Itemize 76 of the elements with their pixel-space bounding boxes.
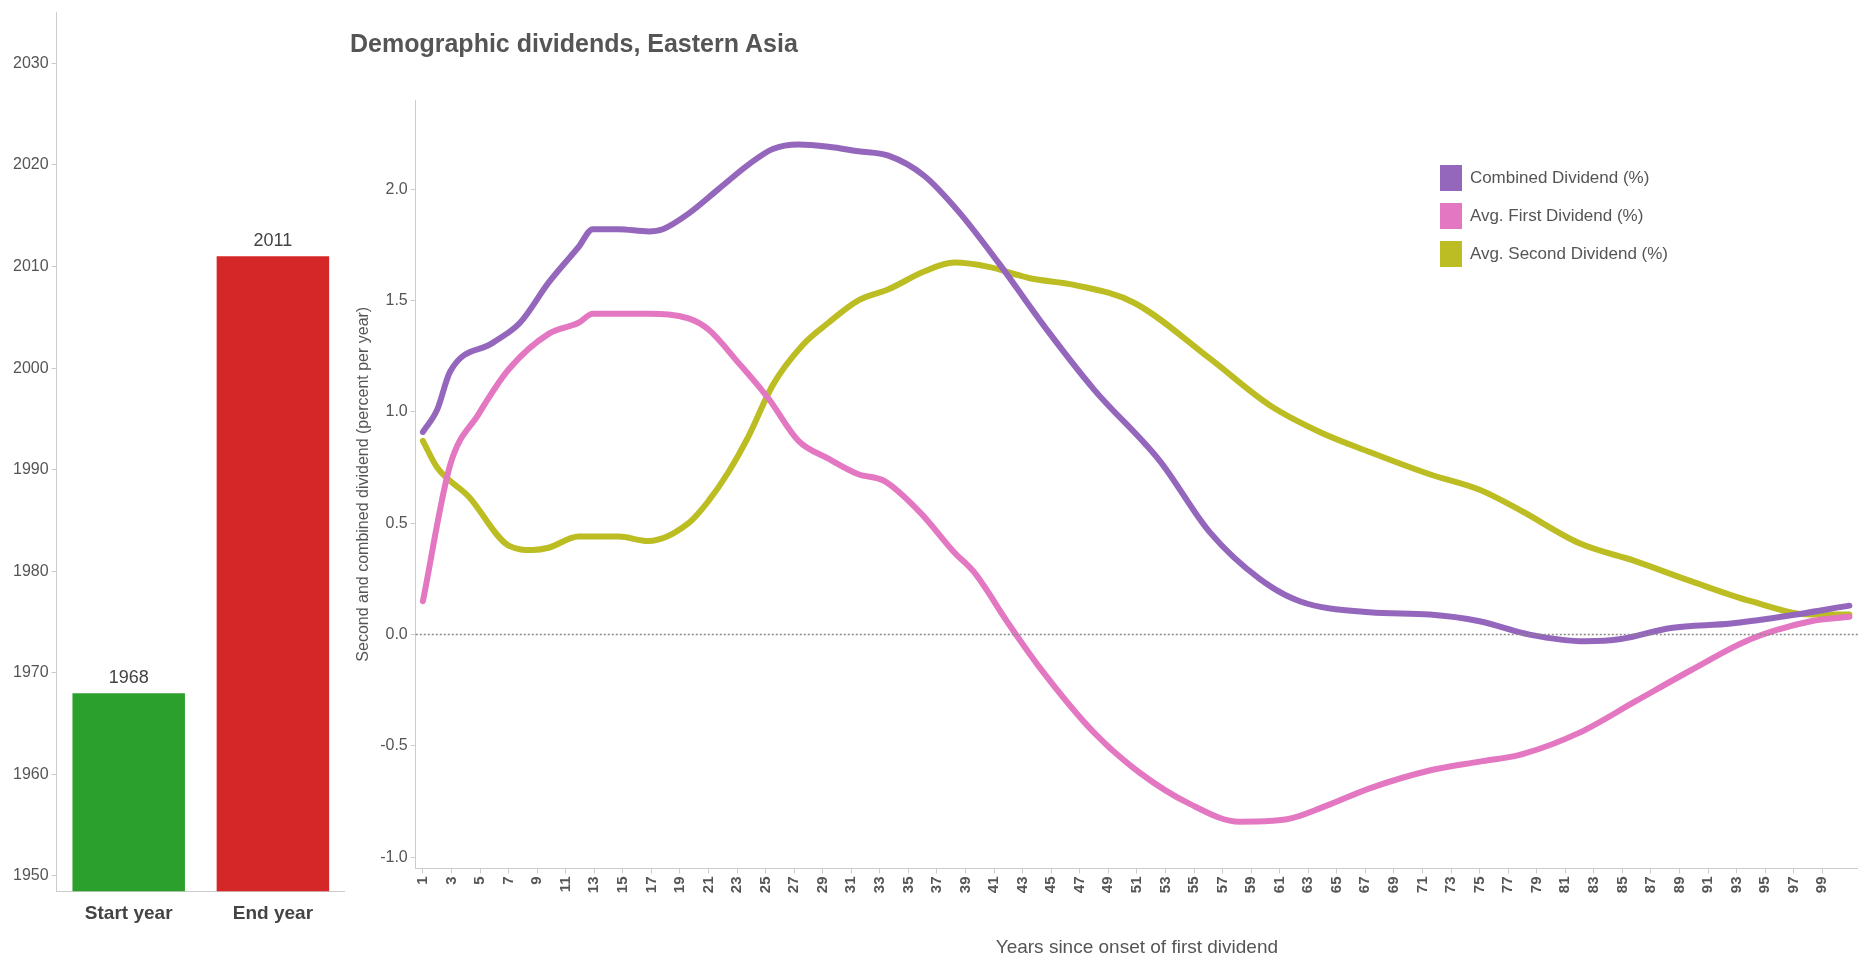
data-label: 2011 — [253, 230, 293, 251]
x-tick-label: 59 — [1241, 876, 1259, 894]
x-tick-label: Start year — [84, 901, 174, 923]
x-tick-label: 25 — [755, 876, 773, 894]
x-tick-label: 81 — [1555, 876, 1573, 894]
x-tick-label: 43 — [1012, 876, 1030, 894]
x-tick-label: 23 — [727, 876, 745, 894]
x-axis-title: Years since onset of first dividend — [995, 935, 1279, 957]
x-tick-label: 45 — [1041, 876, 1059, 894]
x-tick-label: 37 — [927, 876, 945, 894]
y-tick-label: 1970 — [13, 663, 49, 681]
x-tick-label: 11 — [555, 876, 573, 893]
y-tick-label: 1980 — [13, 561, 49, 579]
x-tick-label: 77 — [1498, 876, 1516, 894]
legend-label: Avg. First Dividend (%) — [1469, 206, 1644, 226]
x-tick-label: 61 — [1269, 876, 1287, 894]
chart-title: Demographic dividends, Eastern Asia — [350, 28, 799, 57]
x-tick-label: 85 — [1612, 876, 1630, 894]
x-tick-label: 57 — [1212, 876, 1230, 894]
x-tick-label: 69 — [1384, 876, 1402, 894]
x-tick-label: End year — [232, 901, 314, 923]
x-tick-label: 5 — [470, 876, 488, 885]
x-tick-label: 31 — [841, 876, 859, 894]
x-tick-label: 83 — [1583, 876, 1601, 894]
data-label: 1968 — [108, 667, 149, 688]
x-tick-label: 47 — [1069, 876, 1087, 894]
x-tick-label: 19 — [670, 876, 688, 894]
x-tick-label: 75 — [1469, 876, 1487, 894]
x-tick-label: 41 — [984, 876, 1002, 894]
x-tick-label: 55 — [1184, 876, 1202, 894]
y-axis-title: Second and combined dividend (percent per year) — [354, 306, 372, 662]
y-tick-label: 1.5 — [385, 290, 408, 308]
y-tick-label: 2010 — [13, 256, 49, 274]
x-tick-label: 21 — [698, 876, 716, 894]
x-tick-label: 97 — [1783, 876, 1801, 894]
x-tick-label: 49 — [1098, 876, 1116, 894]
x-tick-label: 91 — [1698, 876, 1716, 894]
x-tick-label: 33 — [869, 876, 887, 894]
legend-label: Combined Dividend (%) — [1469, 168, 1650, 188]
x-tick-label: 87 — [1641, 876, 1659, 894]
y-tick-label: 1.0 — [385, 402, 408, 420]
y-tick-label: 0.5 — [385, 513, 408, 531]
x-tick-label: 13 — [584, 876, 602, 894]
x-tick-label: 99 — [1812, 876, 1830, 894]
y-tick-label: 0.0 — [385, 625, 408, 643]
x-tick-label: 1 — [413, 876, 431, 885]
x-tick-label: 3 — [441, 876, 459, 885]
y-tick-label: 2030 — [13, 53, 49, 71]
y-tick-label: 2020 — [13, 155, 49, 173]
y-tick-label: 2.0 — [385, 179, 408, 197]
x-tick-label: 67 — [1355, 876, 1373, 894]
x-tick-label: 7 — [498, 876, 516, 885]
x-tick-label: 17 — [641, 876, 659, 894]
y-tick-label: 2000 — [13, 358, 49, 376]
x-tick-label: 29 — [812, 876, 830, 894]
y-tick-label: -0.5 — [380, 736, 408, 754]
y-tick-label: 1950 — [13, 866, 49, 884]
legend-label: Avg. Second Dividend (%) — [1469, 244, 1668, 264]
x-tick-label: 79 — [1526, 876, 1544, 894]
x-tick-label: 27 — [784, 876, 802, 894]
x-tick-label: 93 — [1726, 876, 1744, 894]
y-tick-label: 1990 — [13, 460, 49, 478]
x-tick-label: 89 — [1669, 876, 1687, 894]
x-tick-label: 73 — [1441, 876, 1459, 894]
x-tick-label: 95 — [1755, 876, 1773, 894]
x-tick-label: 53 — [1155, 876, 1173, 894]
x-tick-label: 9 — [527, 876, 545, 885]
y-tick-label: -1.0 — [380, 847, 408, 865]
x-tick-label: 15 — [612, 876, 630, 894]
x-tick-label: 65 — [1326, 876, 1344, 894]
x-tick-label: 51 — [1127, 876, 1145, 894]
x-tick-label: 39 — [955, 876, 973, 894]
x-tick-label: 63 — [1298, 876, 1316, 894]
y-tick-label: 1960 — [13, 764, 49, 782]
x-tick-label: 71 — [1412, 876, 1430, 894]
x-tick-label: 35 — [898, 876, 916, 894]
